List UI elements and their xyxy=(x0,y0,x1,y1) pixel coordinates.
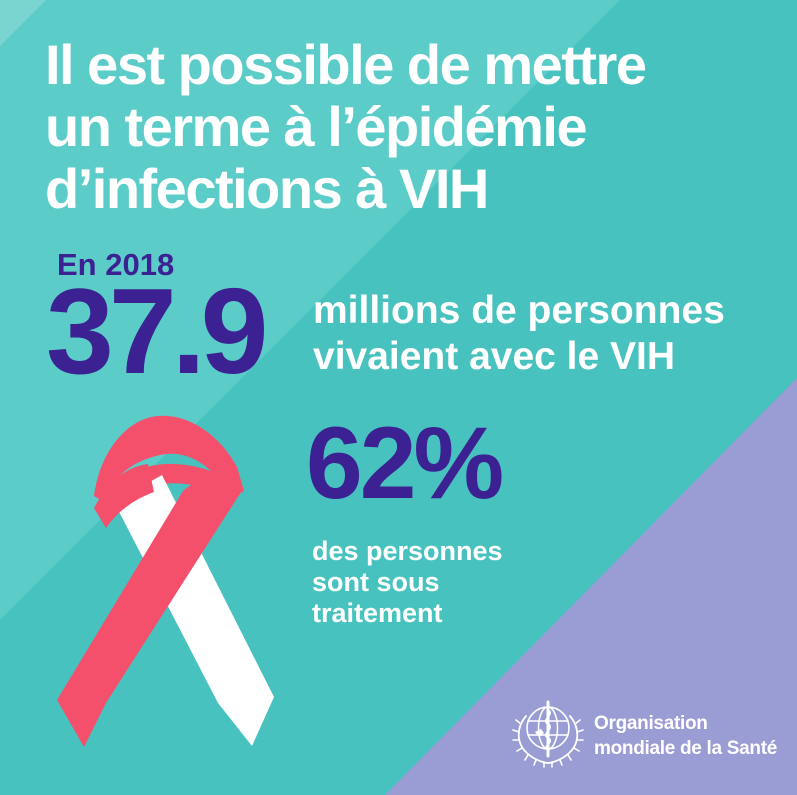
stat-desc-people-line-2: vivaient avec le VIH xyxy=(313,335,676,378)
stat-desc-treatment-line-1: des personnes xyxy=(312,536,503,566)
who-emblem-icon xyxy=(512,700,584,768)
headline-line-3: d’infections à VIH xyxy=(45,157,489,220)
stat-desc-treatment-line-3: traitement xyxy=(312,598,443,628)
year-label: En 2018 xyxy=(57,247,175,282)
org-name-line-1: Organisation xyxy=(594,713,708,734)
headline-line-1: Il est possible de mettre xyxy=(45,33,647,96)
stat-desc-people-line-1: millions de personnes xyxy=(313,289,725,332)
headline: Il est possible de mettre un terme à l’é… xyxy=(45,33,647,220)
stat-value-treatment: 62% xyxy=(306,406,504,520)
stat-value-people-living: 37.9 xyxy=(46,263,268,399)
stat-desc-people-living: millions de personnes vivaient avec le V… xyxy=(313,288,725,380)
headline-line-2: un terme à l’épidémie xyxy=(45,95,588,158)
org-name-line-2: mondiale de la Santé xyxy=(594,738,777,759)
stat-desc-treatment: des personnes sont sous traitement xyxy=(312,536,503,629)
who-footer: Organisation mondiale de la Santé xyxy=(506,694,777,778)
aids-ribbon-icon xyxy=(57,415,274,747)
org-name: Organisation mondiale de la Santé xyxy=(594,711,777,761)
stat-desc-treatment-line-2: sont sous xyxy=(312,567,440,597)
